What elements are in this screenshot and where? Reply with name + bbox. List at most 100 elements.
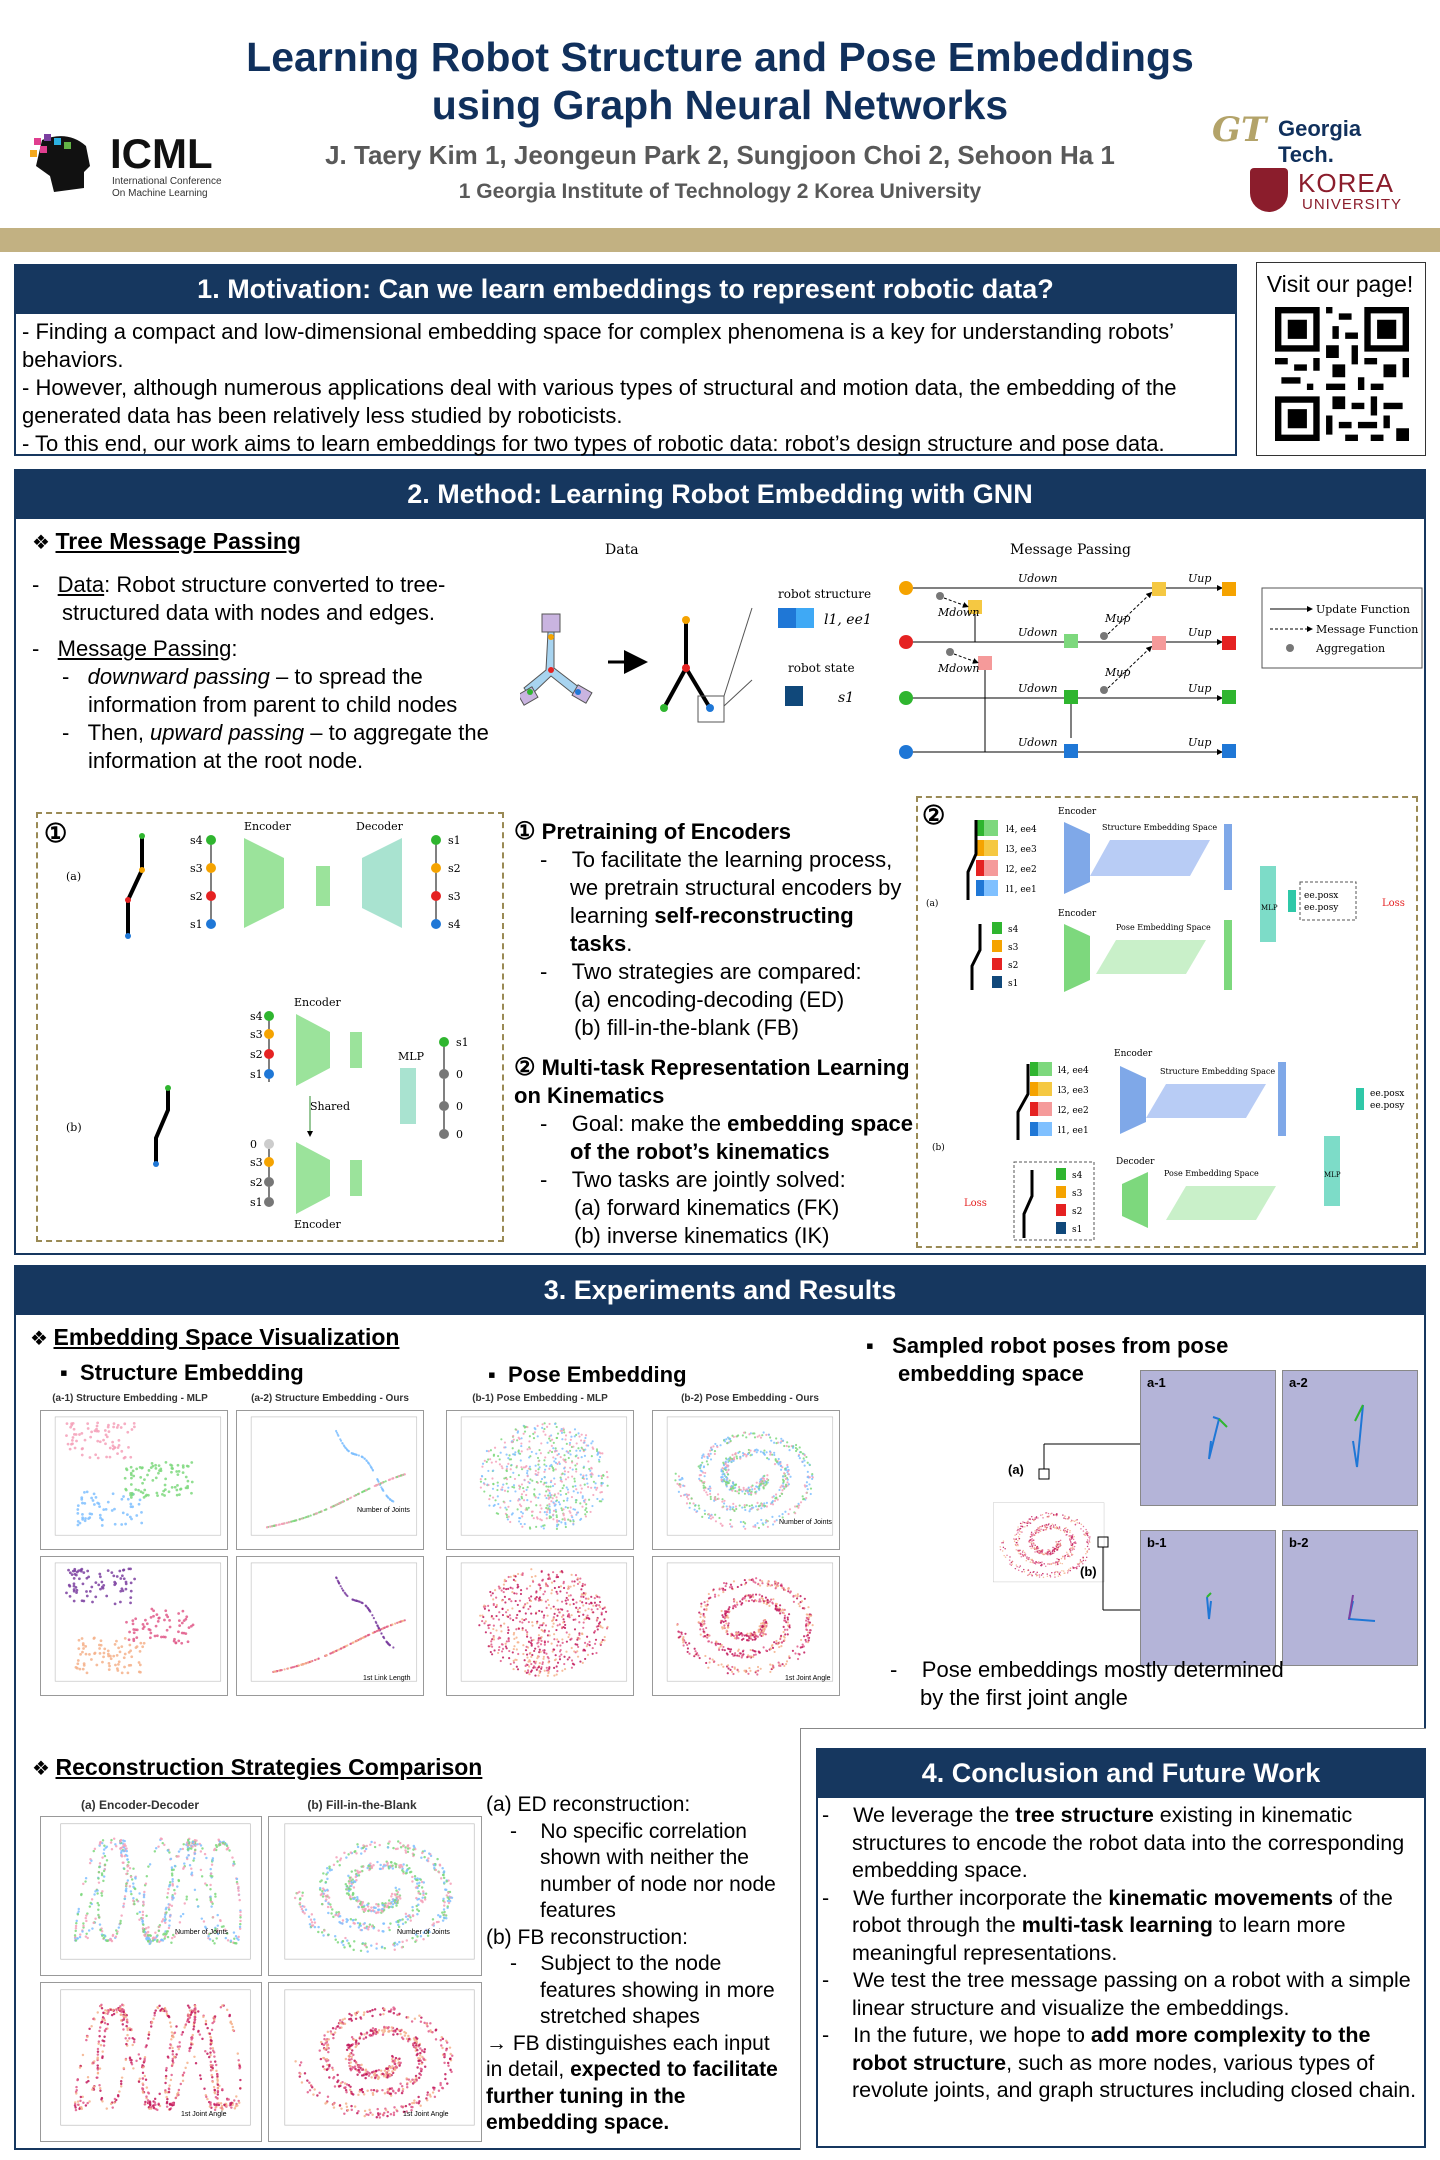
scatter-point: [717, 1663, 720, 1667]
scatter-point: [1023, 1551, 1026, 1554]
scatter-point: [788, 1591, 792, 1594]
scatter-point: [750, 1485, 753, 1488]
scatter-point: [538, 1493, 541, 1496]
scatter-point: [1070, 1537, 1073, 1539]
scatter-point: [776, 1498, 779, 1501]
fig1-label-a: (a): [66, 870, 81, 883]
scatter-point: [511, 1447, 514, 1450]
scatter-point: [72, 1582, 76, 1586]
scatter-point: [143, 1478, 146, 1481]
scatter-point: [1050, 1525, 1052, 1527]
scatter-point: [65, 1422, 69, 1425]
scatter-point: [81, 1930, 84, 1933]
scatter-point: [1078, 1562, 1081, 1565]
scatter-point: [757, 1505, 760, 1508]
qr-code-icon[interactable]: [1275, 307, 1409, 441]
scatter-point: [600, 1611, 603, 1614]
scatter-point: [163, 1618, 166, 1622]
scatter-point: [1069, 1537, 1072, 1539]
poster-title-line1: Learning Robot Structure and Pose Embedd…: [246, 34, 1194, 80]
scatter-point: [734, 1489, 737, 1493]
scatter-point: [553, 1422, 557, 1425]
scatter-point: [115, 1426, 119, 1429]
scatter-point: [772, 1665, 775, 1668]
scatter-point: [1017, 1544, 1019, 1547]
scatter-point: [539, 1650, 542, 1653]
scatter-point: [581, 1496, 584, 1499]
scatter-point: [1048, 1563, 1051, 1565]
scatter-point: [112, 1574, 116, 1578]
korea-logo-text2: UNIVERSITY: [1302, 196, 1403, 213]
scatter-point: [736, 1654, 739, 1657]
scatter-point: [806, 1617, 809, 1620]
scatter-point: [98, 1643, 101, 1647]
diamond-bullet-icon: ❖: [32, 532, 56, 554]
scatter-point: [233, 2099, 236, 2102]
scatter-point: [543, 1476, 546, 1479]
scatter-point: [1068, 1548, 1071, 1550]
scatter-point: [497, 1637, 500, 1640]
scatter-point: [731, 1525, 734, 1528]
scatter-point: [591, 1504, 594, 1508]
scatter-point: [794, 1446, 797, 1450]
scatter-point: [548, 1492, 551, 1495]
scatter-point: [123, 1476, 127, 1480]
scatter-point: [605, 1627, 609, 1630]
scatter-point: [727, 1667, 730, 1670]
scatter-point: [576, 1582, 580, 1585]
scatter-point: [560, 1615, 564, 1618]
scatter-point: [88, 1512, 92, 1516]
scatter-point: [367, 1633, 370, 1637]
scatter-point: [550, 1450, 554, 1454]
scatter-point: [600, 1490, 603, 1494]
scatter-point: [1015, 1542, 1018, 1544]
scatter-point: [592, 1604, 595, 1607]
scatter-point: [65, 1434, 68, 1438]
scatter-point: [531, 1621, 534, 1624]
scatter-point: [809, 1487, 813, 1490]
scatter-point: [167, 1887, 170, 1891]
scatter-point: [1064, 1527, 1066, 1530]
scatter-point: [764, 1484, 767, 1487]
scatter-point: [1052, 1562, 1054, 1564]
scatter-point: [340, 1647, 343, 1650]
scatter-point: [188, 2006, 191, 2009]
scatter-point: [1057, 1575, 1060, 1577]
scatter-point: [703, 1480, 706, 1484]
scatter-point: [103, 1934, 107, 1937]
scatter-point: [99, 1639, 103, 1643]
scatter-point: [1059, 1574, 1062, 1577]
scatter-point: [148, 1863, 152, 1866]
fig1-s1d: s1: [250, 1196, 263, 1209]
scatter-point: [147, 2037, 150, 2040]
scatter-point: [171, 2057, 175, 2061]
scatter-point: [532, 1517, 535, 1520]
scatter-point: [584, 1513, 587, 1516]
scatter-point: [1045, 1523, 1047, 1526]
scatter-point: [235, 1877, 239, 1881]
scatter-point: [748, 1637, 751, 1640]
tmp-data-text: : Robot structure converted to tree-stru…: [62, 572, 446, 625]
scatter-point: [772, 1523, 775, 1526]
scatter-point: [1061, 1562, 1064, 1565]
scatter-point: [749, 1596, 752, 1599]
scatter-point: [104, 1846, 107, 1850]
scatter-point: [76, 1504, 80, 1508]
scatter-point: [794, 1449, 798, 1453]
scatter-point: [741, 1452, 745, 1455]
scatter-point: [487, 1450, 490, 1453]
scatter-point: [590, 1602, 593, 1605]
scatter-point: [558, 1655, 561, 1658]
scatter-point: [83, 1490, 86, 1494]
scatter-point: [189, 1624, 193, 1628]
tmp-section: ❖ Tree Message Passing - Data: Robot str…: [32, 528, 522, 775]
scatter-point: [522, 1466, 525, 1469]
scatter-point: [581, 1601, 584, 1604]
scatter-point: [232, 1864, 235, 1867]
scatter-point: [76, 1523, 80, 1527]
scatter-point: [1082, 1557, 1084, 1560]
scatter-point: [487, 1626, 490, 1630]
scatter-point: [530, 1642, 533, 1646]
scatter-point: [94, 1595, 98, 1599]
scatter-point: [553, 1477, 556, 1480]
